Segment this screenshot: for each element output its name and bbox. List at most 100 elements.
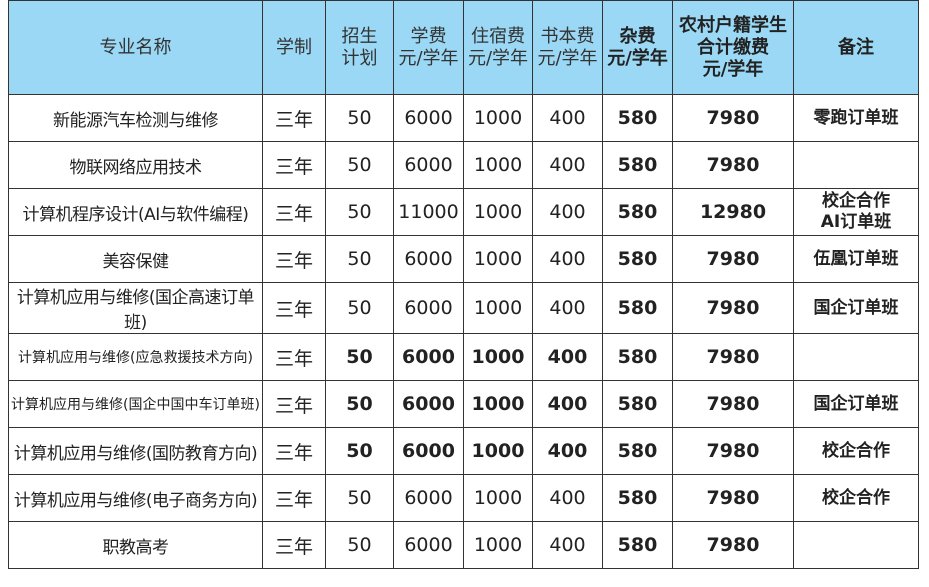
cell-duration: 三年	[262, 427, 326, 475]
cell-tuition: 6000	[393, 521, 464, 569]
cell-tuition: 6000	[393, 427, 464, 475]
cell-book-fee: 400	[532, 141, 603, 189]
cell-enrollment-plan: 50	[325, 333, 394, 381]
cell-book-fee: 400	[532, 474, 603, 522]
cell-rural-total: 7980	[672, 380, 794, 428]
cell-note: 伍凰订单班	[793, 235, 919, 283]
table-row: 新能源汽车检测与维修 三年 50 6000 1000 400 580 7980 零跑订单班	[8, 94, 919, 142]
cell-tuition: 6000	[393, 474, 464, 522]
cell-misc-fee: 580	[602, 474, 673, 522]
cell-book-fee: 400	[532, 282, 603, 334]
cell-misc-fee: 580	[602, 380, 673, 428]
cell-duration: 三年	[262, 141, 326, 189]
cell-note: 校企合作	[793, 427, 919, 475]
table-row: 职教高考 三年 50 6000 1000 400 580 7980	[8, 521, 919, 569]
cell-enrollment-plan: 50	[325, 188, 394, 236]
cell-rural-total: 7980	[672, 94, 794, 142]
cell-misc-fee: 580	[602, 94, 673, 142]
cell-misc-fee: 580	[602, 521, 673, 569]
cell-duration: 三年	[262, 94, 326, 142]
table-row: 计算机应用与维修(应急救援技术方向) 三年 50 6000 1000 400 580 7980	[8, 333, 919, 381]
cell-enrollment-plan: 50	[325, 427, 394, 475]
cell-dorm-fee: 1000	[463, 333, 533, 381]
cell-tuition: 6000	[393, 380, 464, 428]
cell-dorm-fee: 1000	[463, 282, 533, 334]
cell-duration: 三年	[262, 474, 326, 522]
cell-misc-fee: 580	[602, 188, 673, 236]
fee-table: 专业名称 学制 招生 计划 学费 元/学年 住宿费 元/学年 书本费 元/学年 杂费 元/学…	[8, 0, 919, 569]
table-row: 美容保健 三年 50 6000 1000 400 580 7980 伍凰订单班	[8, 235, 919, 283]
table-row: 物联网络应用技术 三年 50 6000 1000 400 580 7980	[8, 141, 919, 189]
cell-major-name: 计算机应用与维修(应急救援技术方向)	[8, 333, 263, 381]
cell-dorm-fee: 1000	[463, 235, 533, 283]
cell-enrollment-plan: 50	[325, 380, 394, 428]
header-enrollment-plan: 招生 计划	[325, 0, 394, 95]
cell-dorm-fee: 1000	[463, 380, 533, 428]
table-row: 计算机应用与维修(国企中国中车订单班) 三年 50 6000 1000 400 580 798…	[8, 380, 919, 428]
table-row: 计算机应用与维修(国企高速订单班) 三年 50 6000 1000 400 580 7980 国…	[8, 282, 919, 334]
cell-note: 校企合作 AI订单班	[793, 188, 919, 236]
cell-book-fee: 400	[532, 521, 603, 569]
header-rural-total: 农村户籍学生 合计缴费 元/学年	[672, 0, 794, 95]
table-row: 计算机程序设计(AI与软件编程) 三年 50 11000 1000 400 580 12980…	[8, 188, 919, 236]
header-major-name: 专业名称	[8, 0, 263, 95]
cell-major-name: 计算机应用与维修(国企高速订单班)	[8, 282, 263, 334]
cell-enrollment-plan: 50	[325, 141, 394, 189]
cell-book-fee: 400	[532, 188, 603, 236]
cell-tuition: 6000	[393, 282, 464, 334]
cell-misc-fee: 580	[602, 427, 673, 475]
cell-dorm-fee: 1000	[463, 474, 533, 522]
cell-misc-fee: 580	[602, 333, 673, 381]
cell-note: 校企合作	[793, 474, 919, 522]
cell-duration: 三年	[262, 380, 326, 428]
cell-note: 零跑订单班	[793, 94, 919, 142]
cell-rural-total: 7980	[672, 427, 794, 475]
header-tuition: 学费 元/学年	[393, 0, 464, 95]
header-duration: 学制	[262, 0, 326, 95]
cell-note	[793, 333, 919, 381]
header-dorm-fee: 住宿费 元/学年	[463, 0, 533, 95]
cell-book-fee: 400	[532, 94, 603, 142]
cell-duration: 三年	[262, 521, 326, 569]
cell-note	[793, 521, 919, 569]
cell-misc-fee: 580	[602, 282, 673, 334]
cell-duration: 三年	[262, 282, 326, 334]
cell-rural-total: 7980	[672, 521, 794, 569]
cell-tuition: 6000	[393, 235, 464, 283]
cell-dorm-fee: 1000	[463, 141, 533, 189]
header-note: 备注	[793, 0, 919, 95]
cell-enrollment-plan: 50	[325, 235, 394, 283]
cell-dorm-fee: 1000	[463, 94, 533, 142]
cell-rural-total: 7980	[672, 235, 794, 283]
cell-enrollment-plan: 50	[325, 94, 394, 142]
cell-tuition: 6000	[393, 94, 464, 142]
cell-major-name: 美容保健	[8, 235, 263, 283]
cell-enrollment-plan: 50	[325, 474, 394, 522]
cell-rural-total: 7980	[672, 474, 794, 522]
cell-tuition: 11000	[393, 188, 464, 236]
cell-note	[793, 141, 919, 189]
cell-rural-total: 7980	[672, 282, 794, 334]
cell-tuition: 6000	[393, 141, 464, 189]
cell-misc-fee: 580	[602, 141, 673, 189]
cell-note: 国企订单班	[793, 282, 919, 334]
cell-misc-fee: 580	[602, 235, 673, 283]
cell-major-name: 物联网络应用技术	[8, 141, 263, 189]
cell-tuition: 6000	[393, 333, 464, 381]
cell-note: 国企订单班	[793, 380, 919, 428]
cell-book-fee: 400	[532, 427, 603, 475]
cell-major-name: 计算机应用与维修(国防教育方向)	[8, 427, 263, 475]
cell-major-name: 计算机应用与维修(国企中国中车订单班)	[8, 380, 263, 428]
cell-enrollment-plan: 50	[325, 282, 394, 334]
cell-duration: 三年	[262, 188, 326, 236]
cell-duration: 三年	[262, 235, 326, 283]
cell-book-fee: 400	[532, 235, 603, 283]
cell-major-name: 新能源汽车检测与维修	[8, 94, 263, 142]
cell-dorm-fee: 1000	[463, 521, 533, 569]
table-row: 计算机应用与维修(国防教育方向) 三年 50 6000 1000 400 580 7980 校企…	[8, 427, 919, 475]
header-book-fee: 书本费 元/学年	[532, 0, 603, 95]
cell-book-fee: 400	[532, 380, 603, 428]
header-row: 专业名称 学制 招生 计划 学费 元/学年 住宿费 元/学年 书本费 元/学年 杂费 元/学…	[8, 0, 919, 95]
cell-major-name: 计算机程序设计(AI与软件编程)	[8, 188, 263, 236]
cell-rural-total: 7980	[672, 333, 794, 381]
